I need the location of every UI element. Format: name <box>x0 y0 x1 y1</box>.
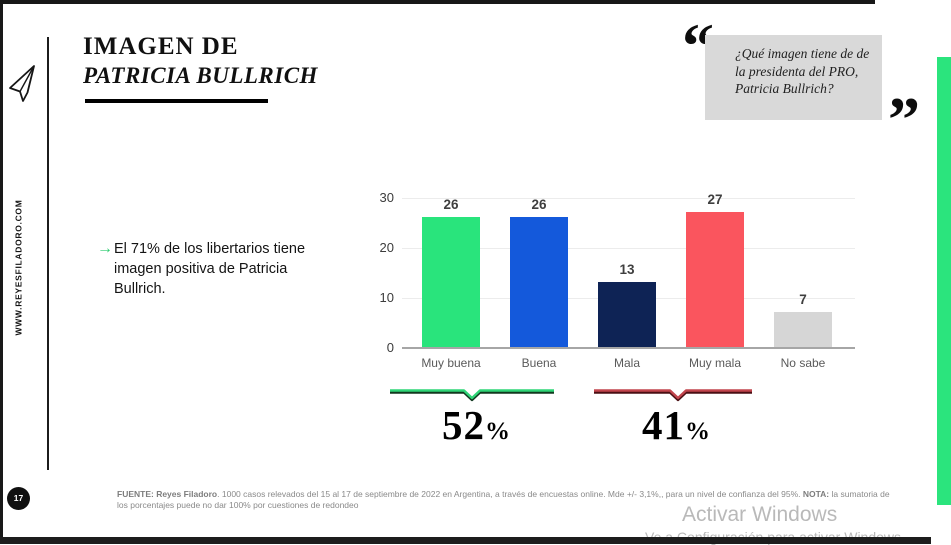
bar-muy-buena <box>422 217 480 347</box>
y-tick-label: 30 <box>379 190 394 205</box>
x-axis-line <box>402 347 855 349</box>
bar-buena <box>510 217 568 347</box>
bar-value-label: 26 <box>443 197 459 212</box>
bar-category-label: Muy mala <box>688 356 741 370</box>
bar-value-label: 26 <box>531 197 547 212</box>
page-title-line1: IMAGEN DE <box>83 33 239 60</box>
y-tick-label: 20 <box>379 240 394 255</box>
bar-value-label: 27 <box>707 192 723 207</box>
source-note: FUENTE: Reyes Filadoro. 1000 casos relev… <box>117 489 890 511</box>
right-accent-bar <box>937 57 951 505</box>
y-tick-label: 10 <box>379 290 394 305</box>
website-vertical-text: WWW.REYESFILADORO.COM <box>13 199 24 336</box>
negative-brace <box>594 389 752 402</box>
survey-question-text: ¿Qué imagen tiene de de la presidenta de… <box>735 46 870 97</box>
bar-value-label: 7 <box>799 292 807 307</box>
y-tick-label: 0 <box>386 340 394 355</box>
activate-windows-watermark: Activar Windows <box>682 503 838 526</box>
bottom-border <box>0 537 931 544</box>
bar-category-label: No sabe <box>780 356 826 370</box>
bar-category-label: Muy buena <box>421 356 481 370</box>
survey-question-box: ¿Qué imagen tiene de de la presidenta de… <box>705 35 882 120</box>
top-border <box>0 0 875 4</box>
bar-mala <box>598 282 656 347</box>
bar-no-sabe <box>774 312 832 347</box>
page-title-line2: PATRICIA BULLRICH <box>83 63 318 88</box>
plot-area: 0 10 20 30 26 Muy buena 26 Buena 13 Mala 27 Muy mal… <box>380 190 855 370</box>
insight-bullet: → El 71% de los libertarios tiene imagen… <box>97 239 337 299</box>
bar-muy-mala <box>686 212 744 347</box>
vertical-divider <box>47 37 49 470</box>
bar-value-label: 13 <box>619 262 635 277</box>
insight-text: El 71% de los libertarios tiene imagen p… <box>114 241 306 297</box>
bar-category-label: Buena <box>521 356 557 370</box>
positive-total-label: 52% <box>442 402 510 448</box>
arrow-icon: → <box>97 240 113 257</box>
page-number-badge: 17 <box>7 487 30 510</box>
close-quote-icon: ” <box>888 84 920 155</box>
paper-plane-icon <box>9 65 35 102</box>
negative-total-label: 41% <box>642 402 710 448</box>
left-border <box>0 0 3 544</box>
bar-category-label: Mala <box>613 356 640 370</box>
gridline <box>402 247 855 249</box>
source-label: FUENTE: Reyes Filadoro <box>117 489 218 499</box>
gridline <box>402 197 855 199</box>
positive-brace <box>390 389 554 402</box>
nota-label: NOTA: <box>802 489 830 499</box>
title-underline <box>85 99 268 103</box>
